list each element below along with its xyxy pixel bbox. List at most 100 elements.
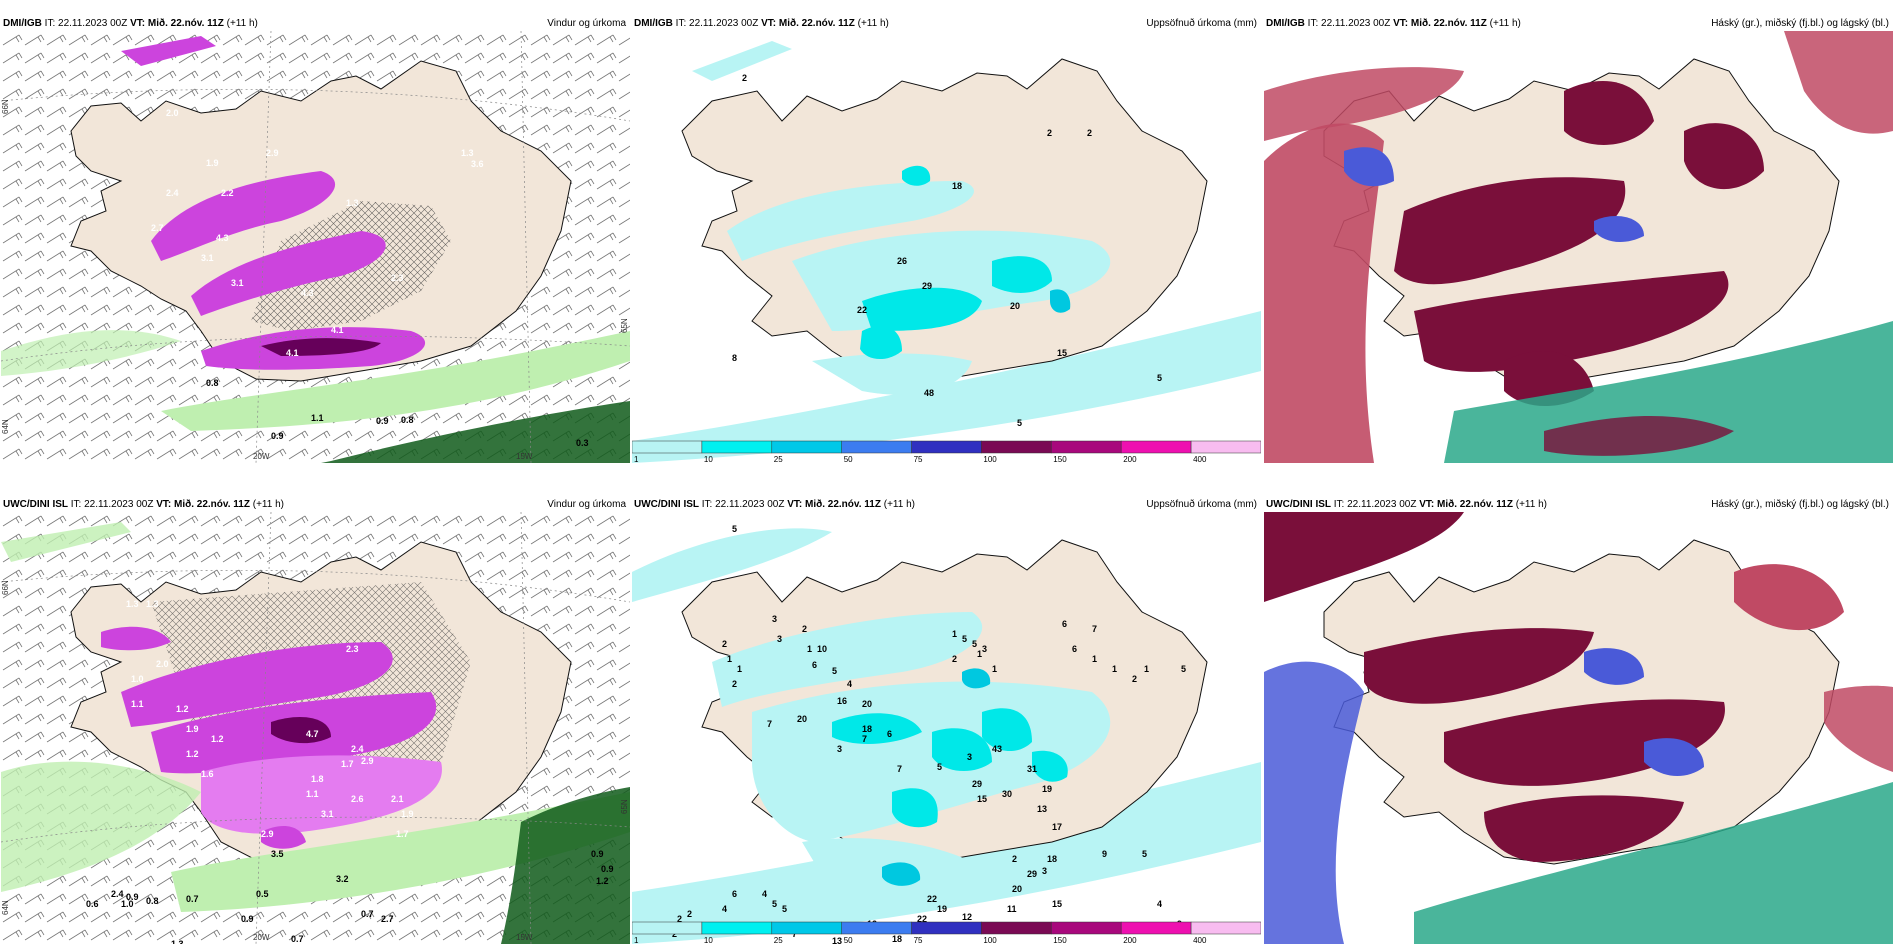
legend-swatch: [1120, 440, 1192, 454]
wind-green-dark: [501, 787, 630, 944]
map-value-label: 3.2: [336, 874, 349, 884]
panel-title: Háský (gr.), miðský (fj.bl.) og lágský (…: [1711, 499, 1889, 510]
map-value-label: 2.4: [111, 889, 124, 899]
map-value-label: 1: [807, 644, 812, 654]
lead-time: (+11 h): [1489, 18, 1521, 29]
cloud-mid-east: [1824, 685, 1893, 772]
axis-y-66n: 66N: [1, 99, 10, 114]
legend-tick-label: 150: [1053, 455, 1067, 463]
map-value-label: 3: [772, 614, 777, 624]
map-value-label: 18: [952, 181, 962, 191]
legend-swatch: [911, 440, 982, 454]
init-time: IT: 22.11.2023 00Z: [1307, 18, 1391, 29]
valid-time: Mið. 22.nóv. 11Z: [778, 18, 855, 29]
map-value-label: 2: [1087, 128, 1092, 138]
cloud-low-2: [1594, 216, 1644, 243]
map-value-label: 0.9: [271, 431, 284, 441]
wind-green-west: [1, 330, 181, 376]
map-value-label: 16: [837, 696, 847, 706]
map-value-label: 3.1: [231, 278, 244, 288]
map-value-label: 5: [772, 899, 777, 909]
map-value-label: 6: [1062, 619, 1067, 629]
map-value-label: 4.1: [331, 325, 344, 335]
map-value-label: 6: [1072, 644, 1077, 654]
map-value-label: 29: [922, 281, 932, 291]
cloud-high-3: [1484, 795, 1684, 862]
legend-swatch: [1190, 921, 1261, 935]
map-value-label: 2.4: [351, 744, 364, 754]
panel-uwc-cloud: UWC/DINI ISL IT: 22.11.2023 00Z VT: Mið.…: [1264, 498, 1893, 944]
map-frame: 2 2 2 18 26 29 22 20 15 8 48 5 5 1 10 25 50 75 100 150 200 4…: [632, 31, 1261, 463]
valid-time: Mið. 22.nóv. 11Z: [1410, 18, 1487, 29]
precip-mid-5: [1032, 750, 1068, 782]
value-labels: 1.52.01.92.42.92.22.71.34.33.13.14.32.31…: [106, 63, 589, 448]
cloud-high-3: [1564, 81, 1654, 145]
map-value-label: 2.6: [351, 794, 364, 804]
map-value-label: 5: [832, 666, 837, 676]
lead-time: (+11 h): [857, 18, 889, 29]
precip-mid-1: [832, 713, 922, 744]
map-value-label: 2: [952, 654, 957, 664]
map-value-label: 0.7: [291, 934, 304, 944]
precip-band-1: [151, 171, 336, 261]
legend-swatch: [771, 921, 842, 935]
legend-swatch: [981, 921, 1052, 935]
map-value-label: 17: [1052, 822, 1062, 832]
precip-core: [261, 338, 381, 356]
map-frame: [1264, 512, 1893, 944]
map-value-label: 29: [1027, 869, 1037, 879]
map-frame: 20W 15W 66N 64N 65N 1.5 2.0 1.9 2.4 2.9 2.2 2.…: [1, 31, 630, 463]
valid-label: VT:: [761, 18, 777, 29]
map-value-label: 5: [732, 524, 737, 534]
legend-tick-label: 25: [774, 455, 783, 463]
precip-mid-2: [932, 728, 992, 772]
panel-header: DMI/IGB IT: 22.11.2023 00Z VT: Mið. 22.n…: [1, 17, 630, 31]
legend-tick-label: 75: [914, 936, 923, 944]
precip-north: [121, 36, 216, 66]
lead-time: (+11 h): [226, 18, 258, 29]
cloud-sea-green: [1414, 782, 1893, 944]
map-value-label: 3: [982, 644, 987, 654]
map-value-label: 1.2: [186, 749, 199, 759]
map-value-label: 7: [767, 719, 772, 729]
map-value-label: 19: [937, 904, 947, 914]
wind-green-north: [1, 522, 131, 562]
cloud-high-sea: [1544, 416, 1734, 456]
legend-tick-label: 200: [1123, 455, 1137, 463]
map-value-label: 1.9: [206, 158, 219, 168]
map-value-label: 0.6: [86, 899, 99, 909]
precip-band-2: [191, 231, 386, 316]
map-value-label: 1.2: [211, 734, 224, 744]
map-value-label: 48: [924, 388, 934, 398]
wind-green-dark: [321, 401, 630, 463]
map-value-label: 4.3: [301, 288, 314, 298]
legend-swatch: [701, 921, 773, 935]
panel-title: Uppsöfnuð úrkoma (mm): [1146, 18, 1257, 29]
model-name: DMI/IGB: [1266, 18, 1305, 29]
precip-band-1: [121, 642, 393, 727]
map-frame: 5 3 2 3 2 1 1 1 2 10 6 5 4 16 20 20 7 3 2 1 1 18 7 6 7 5 3 29 15 30 43…: [632, 512, 1261, 944]
map-value-label: 0.8: [146, 896, 159, 906]
model-name: UWC/DINI ISL: [3, 499, 68, 510]
legend-swatch: [1051, 921, 1122, 935]
graticule: [1, 31, 630, 463]
precip-band-3: [201, 755, 442, 834]
map-value-label: 0.5: [256, 889, 269, 899]
map-value-label: 11: [1007, 904, 1017, 914]
valid-label: VT:: [1393, 18, 1409, 29]
map-value-label: 22: [927, 894, 937, 904]
map-value-label: 2.9: [361, 756, 374, 766]
cloud-high-2: [1414, 271, 1729, 372]
map-value-label: 22: [917, 914, 927, 924]
legend-swatch: [771, 440, 842, 454]
map-value-label: 0.8: [401, 415, 414, 425]
precip-core: [271, 717, 331, 744]
map-value-label: 15: [1057, 348, 1067, 358]
precip-light-south: [812, 353, 972, 395]
cloud-low-west: [1264, 661, 1364, 944]
map-value-label: 0.9: [376, 416, 389, 426]
map-value-label: 1.0: [121, 899, 134, 909]
precip-legend: 1 10 25 50 75 100 150 200 400: [632, 440, 1261, 463]
map-value-label: 7: [897, 764, 902, 774]
